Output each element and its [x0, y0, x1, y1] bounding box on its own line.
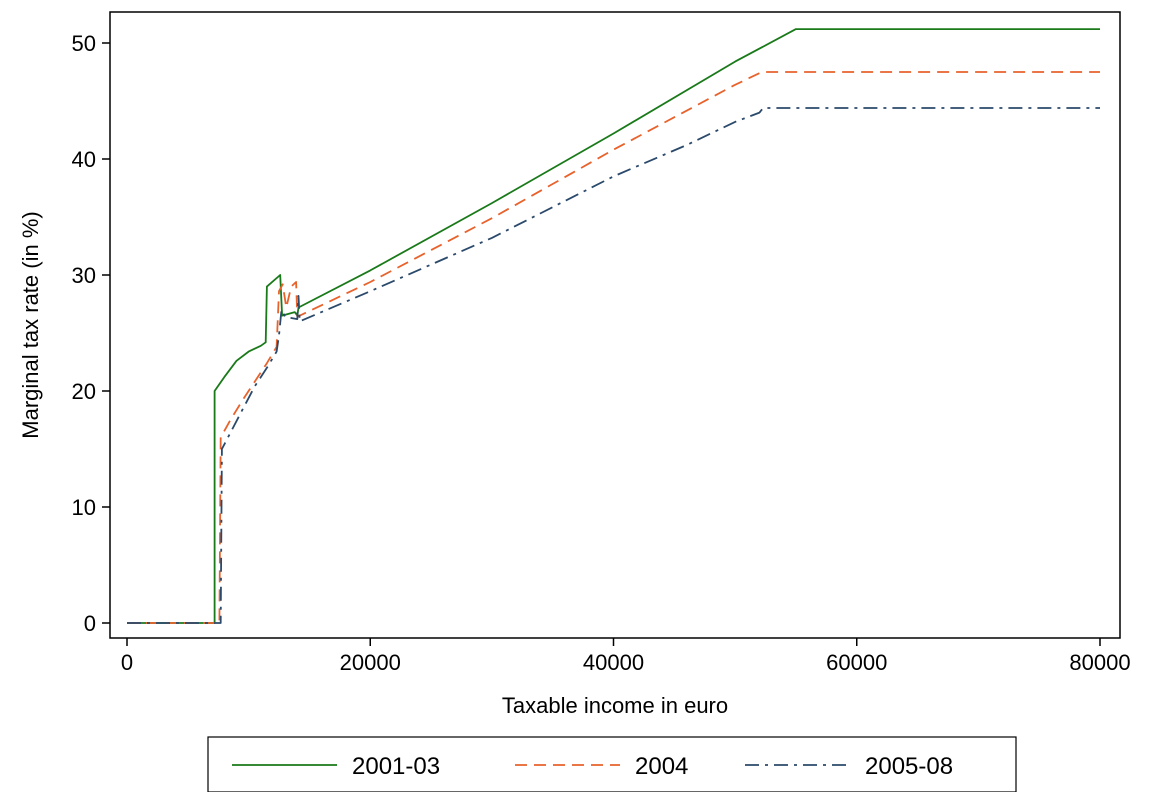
legend-label: 2005-08 [865, 753, 953, 780]
x-tick-label: 0 [121, 650, 133, 675]
series-lines [127, 28, 1100, 624]
x-tick-label: 80000 [1069, 650, 1130, 675]
x-tick-label: 60000 [826, 650, 887, 675]
y-tick-label: 20 [72, 379, 96, 404]
y-axis-title: Marginal tax rate (in %) [18, 211, 43, 438]
legend-label: 2004 [635, 753, 688, 780]
y-tick-label: 50 [72, 31, 96, 56]
series-line-2001-03 [127, 28, 1100, 624]
plot-frame [109, 11, 1121, 639]
x-tick-label: 20000 [340, 650, 401, 675]
y-axis-ticks: 0 10 20 30 40 50 [72, 31, 110, 636]
series-line-2004 [127, 71, 1100, 624]
x-axis-ticks: 0 20000 40000 60000 80000 [121, 638, 1131, 675]
legend-label: 2001-03 [352, 753, 440, 780]
y-tick-label: 30 [72, 263, 96, 288]
legend-items: 2001-03 2004 2005-08 [232, 753, 953, 780]
x-tick-label: 40000 [583, 650, 644, 675]
y-tick-label: 0 [84, 611, 96, 636]
y-tick-label: 10 [72, 495, 96, 520]
x-axis-title: Taxable income in euro [502, 693, 728, 718]
legend: 2001-03 2004 2005-08 [207, 736, 1017, 792]
y-tick-label: 40 [72, 147, 96, 172]
series-line-2005-08 [127, 107, 1100, 624]
